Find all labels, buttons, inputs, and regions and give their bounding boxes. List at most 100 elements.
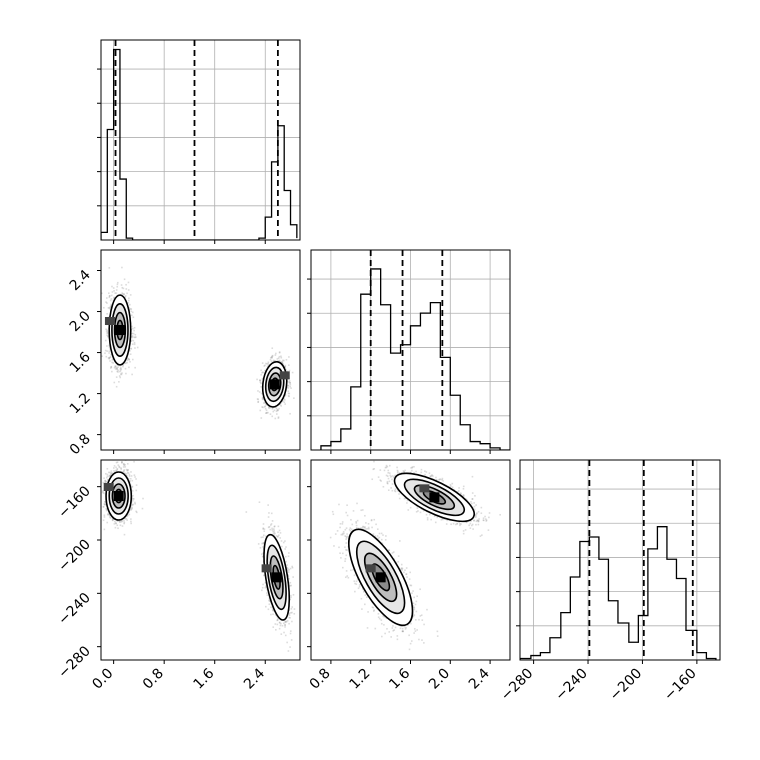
sample-point: [112, 518, 114, 520]
density-peak-cell: [269, 379, 280, 390]
sample-point: [279, 532, 282, 534]
sample-point: [272, 528, 275, 530]
sample-point: [106, 331, 109, 333]
sample-point: [134, 501, 136, 504]
sample-point: [130, 475, 133, 477]
sample-point: [129, 477, 132, 480]
sample-point: [129, 350, 131, 352]
sample-point: [130, 506, 132, 509]
sample-point: [123, 522, 125, 525]
sample-point: [126, 469, 129, 472]
sample-point: [271, 529, 274, 531]
sample-point: [110, 294, 113, 297]
y-tick-label: 1.6: [67, 349, 94, 376]
sample-point: [258, 391, 261, 393]
sample-point: [117, 371, 119, 373]
sample-point: [289, 385, 291, 388]
sample-point: [113, 523, 116, 525]
sample-point: [131, 485, 134, 488]
sample-point: [122, 364, 124, 367]
sample-point: [131, 373, 133, 376]
sample-point: [289, 412, 291, 415]
sample-point: [270, 512, 273, 515]
sample-point: [278, 621, 281, 624]
sample-point: [267, 362, 270, 365]
density-peak-cell: [114, 325, 125, 335]
sample-point: [133, 460, 135, 463]
sample-point: [259, 381, 262, 383]
sample-point: [105, 508, 107, 510]
sample-point: [130, 332, 133, 335]
panel-r2-c2: −280 −240 −200 −160: [498, 459, 721, 705]
sample-point: [125, 372, 127, 375]
sample-point: [257, 390, 259, 392]
sample-point: [114, 366, 117, 369]
sample-point: [261, 555, 264, 558]
sample-point: [106, 332, 108, 334]
sample-point: [119, 369, 122, 372]
sample-point: [135, 484, 138, 486]
sample-point: [265, 362, 267, 365]
sample-point: [270, 356, 273, 359]
sample-point: [293, 608, 296, 610]
sample-point: [121, 525, 124, 527]
sample-point: [108, 475, 111, 478]
sample-point: [259, 379, 262, 382]
sample-point: [131, 479, 134, 482]
sample-point: [107, 332, 109, 335]
sample-point: [287, 392, 290, 395]
sample-point: [122, 293, 125, 295]
sample-point: [133, 341, 136, 344]
sample-point: [271, 355, 274, 358]
sample-point: [113, 465, 116, 467]
sample-point: [284, 548, 286, 550]
sample-point: [271, 609, 274, 612]
sample-point: [257, 400, 260, 403]
sample-point: [108, 295, 111, 297]
sample-point: [263, 406, 266, 408]
sample-point: [105, 328, 107, 331]
y-tick-label: 1.2: [67, 390, 94, 417]
sample-point: [128, 358, 130, 361]
sample-point: [264, 407, 267, 410]
sample-point: [261, 371, 264, 373]
sample-point: [270, 356, 273, 358]
sample-point: [261, 362, 264, 364]
sample-point: [118, 465, 120, 468]
sample-point: [284, 620, 287, 623]
sample-point: [267, 526, 270, 529]
y-tick-label: 0.8: [67, 431, 94, 458]
sample-point: [131, 343, 134, 346]
sample-point: [119, 520, 121, 523]
sample-point: [127, 358, 130, 360]
sample-point: [134, 476, 136, 478]
sample-point: [269, 356, 272, 359]
sample-point: [112, 358, 114, 360]
sample-point: [135, 478, 137, 480]
sample-point: [274, 354, 277, 356]
sample-point: [108, 346, 111, 349]
sample-point: [136, 511, 138, 514]
sample-point: [124, 296, 127, 298]
sample-point: [282, 363, 284, 365]
sample-point: [274, 532, 276, 535]
sample-point: [113, 366, 116, 369]
sample-point: [124, 367, 127, 370]
sample-point: [106, 467, 109, 470]
sample-point: [116, 285, 119, 288]
sample-point: [263, 528, 266, 530]
sample-point: [115, 376, 118, 378]
sample-point: [134, 333, 137, 336]
sample-point: [288, 616, 290, 619]
sample-point: [289, 382, 291, 384]
sample-point: [116, 468, 119, 470]
sample-point: [261, 397, 264, 399]
sample-point: [131, 335, 134, 337]
x-tick-label: −160: [661, 666, 700, 705]
sample-point: [132, 339, 135, 342]
sample-point: [128, 473, 131, 476]
sample-point: [120, 468, 123, 470]
sample-point: [123, 470, 125, 472]
sample-point: [119, 370, 121, 373]
sample-point: [262, 396, 264, 399]
